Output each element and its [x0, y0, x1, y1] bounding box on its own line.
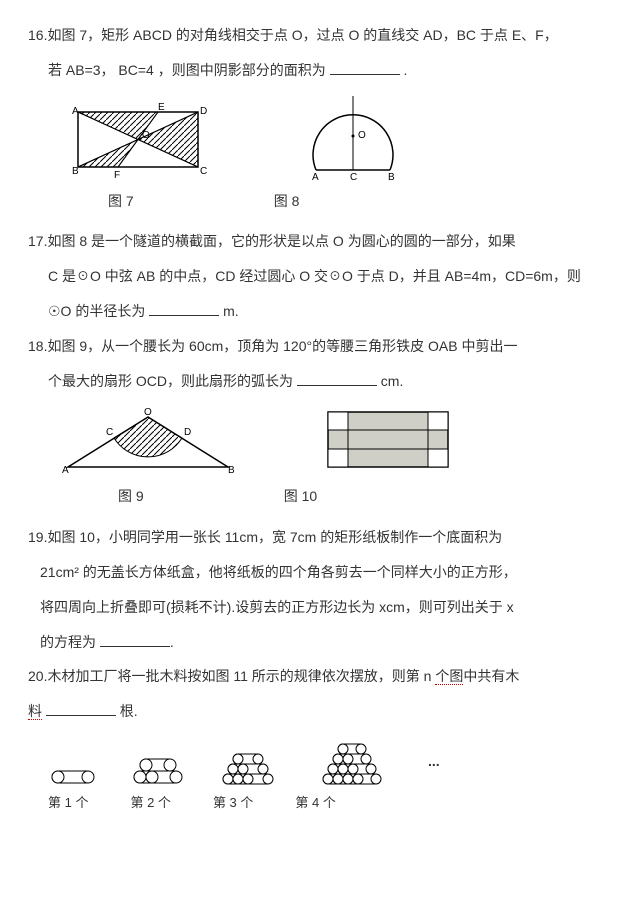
svg-text:B: B — [72, 166, 79, 177]
svg-text:A: A — [72, 106, 79, 117]
q16-line2-text: 若 AB=3， BC=4 ，则图中阴影部分的面积为 — [48, 62, 326, 78]
q17-line2: C 是☉O 中弦 AB 的中点，CD 经过圆心 O 交☉O 于点 D，并且 AB… — [28, 261, 593, 292]
cap-log3: 第 3 个 — [213, 789, 253, 818]
log-3 — [218, 743, 288, 787]
svg-text:B: B — [388, 172, 395, 182]
cap-log2: 第 2 个 — [130, 789, 170, 818]
q16-line1: 16.如图 7，矩形 ABCD 的对角线相交于点 O，过点 O 的直线交 AD，… — [28, 20, 593, 51]
q20-line2: 料 根. — [28, 696, 593, 727]
q20-line1-c: 中共有木 — [463, 668, 519, 684]
log-row: ... — [48, 735, 593, 787]
fig-row-9-10: O C D A B — [58, 402, 593, 477]
svg-text:C: C — [350, 172, 357, 182]
log-1 — [48, 757, 98, 787]
q20-line1: 20.木材加工厂将一批木料按如图 11 所示的规律依次摆放，则第 n 个图中共有… — [28, 661, 593, 692]
q20-red1: 个图 — [435, 668, 463, 685]
figure-8: O A C B — [298, 92, 408, 182]
cap-fig10: 图 10 — [284, 481, 317, 512]
q20-line1-a: 20.木材加工厂将一批木料按如图 11 所示的规律依次摆放，则第 n — [28, 668, 435, 684]
svg-text:O: O — [358, 130, 366, 141]
q16-blank — [330, 61, 400, 75]
q20-blank — [46, 702, 116, 716]
q19-line2: 21cm² 的无盖长方体纸盒，他将纸板的四个角各剪去一个同样大小的正方形， — [28, 557, 593, 588]
q19-line4: 的方程为 . — [28, 627, 593, 658]
figure-10 — [318, 402, 458, 477]
svg-text:O: O — [142, 130, 150, 141]
q20-line2-b: 根. — [120, 703, 138, 719]
q18-line1: 18.如图 9，从一个腰长为 60cm，顶角为 120°的等腰三角形铁皮 OAB… — [28, 331, 593, 362]
log-dots: ... — [428, 746, 440, 787]
cap-fig9: 图 9 — [118, 481, 144, 512]
svg-text:F: F — [114, 170, 120, 181]
svg-text:O: O — [144, 407, 152, 418]
q18-line2: 个最大的扇形 OCD，则此扇形的弧长为 cm. — [28, 366, 593, 397]
figure-7: A E D O B F C — [58, 102, 218, 182]
cap-log4: 第 4 个 — [295, 789, 335, 818]
q19-line4-text: 的方程为 — [40, 634, 96, 650]
q17-line3: ☉O 的半径长为 m. — [28, 296, 593, 327]
log-4 — [318, 735, 398, 787]
q18-unit: cm. — [381, 373, 404, 389]
svg-text:A: A — [62, 465, 69, 476]
cap-log1: 第 1 个 — [48, 789, 88, 818]
svg-text:B: B — [228, 465, 235, 476]
q18-line2-text: 个最大的扇形 OCD，则此扇形的弧长为 — [48, 373, 293, 389]
q19-line1: 19.如图 10，小明同学用一张长 11cm，宽 7cm 的矩形纸板制作一个底面… — [28, 522, 593, 553]
svg-text:A: A — [312, 172, 319, 182]
svg-text:D: D — [200, 106, 207, 117]
fig-caps-9-10: 图 9 图 10 — [118, 481, 593, 512]
svg-text:D: D — [184, 427, 191, 438]
q20-red2: 料 — [28, 703, 42, 720]
q16-line2: 若 AB=3， BC=4 ，则图中阴影部分的面积为 . — [28, 55, 593, 86]
svg-text:C: C — [106, 427, 113, 438]
q17-unit: m. — [223, 303, 239, 319]
q18-blank — [297, 372, 377, 386]
q17-line3-text: ☉O 的半径长为 — [48, 303, 145, 319]
fig-caps-7-8: 图 7 图 8 — [108, 186, 593, 217]
q17-blank — [149, 302, 219, 316]
q19-line3: 将四周向上折叠即可(损耗不计).设剪去的正方形边长为 xcm，则可列出关于 x — [28, 592, 593, 623]
cap-fig7: 图 7 — [108, 186, 134, 217]
cap-fig8: 图 8 — [274, 186, 300, 217]
svg-text:E: E — [158, 102, 165, 113]
fig-row-7-8: A E D O B F C O A C B — [58, 92, 593, 182]
q17-line1: 17.如图 8 是一个隧道的横截面，它的形状是以点 O 为圆心的圆的一部分，如果 — [28, 226, 593, 257]
log-2 — [128, 751, 188, 787]
log-caps: 第 1 个 第 2 个 第 3 个 第 4 个 — [48, 789, 593, 818]
svg-text:C: C — [200, 166, 207, 177]
q19-blank — [100, 633, 170, 647]
figure-9: O C D A B — [58, 407, 238, 477]
